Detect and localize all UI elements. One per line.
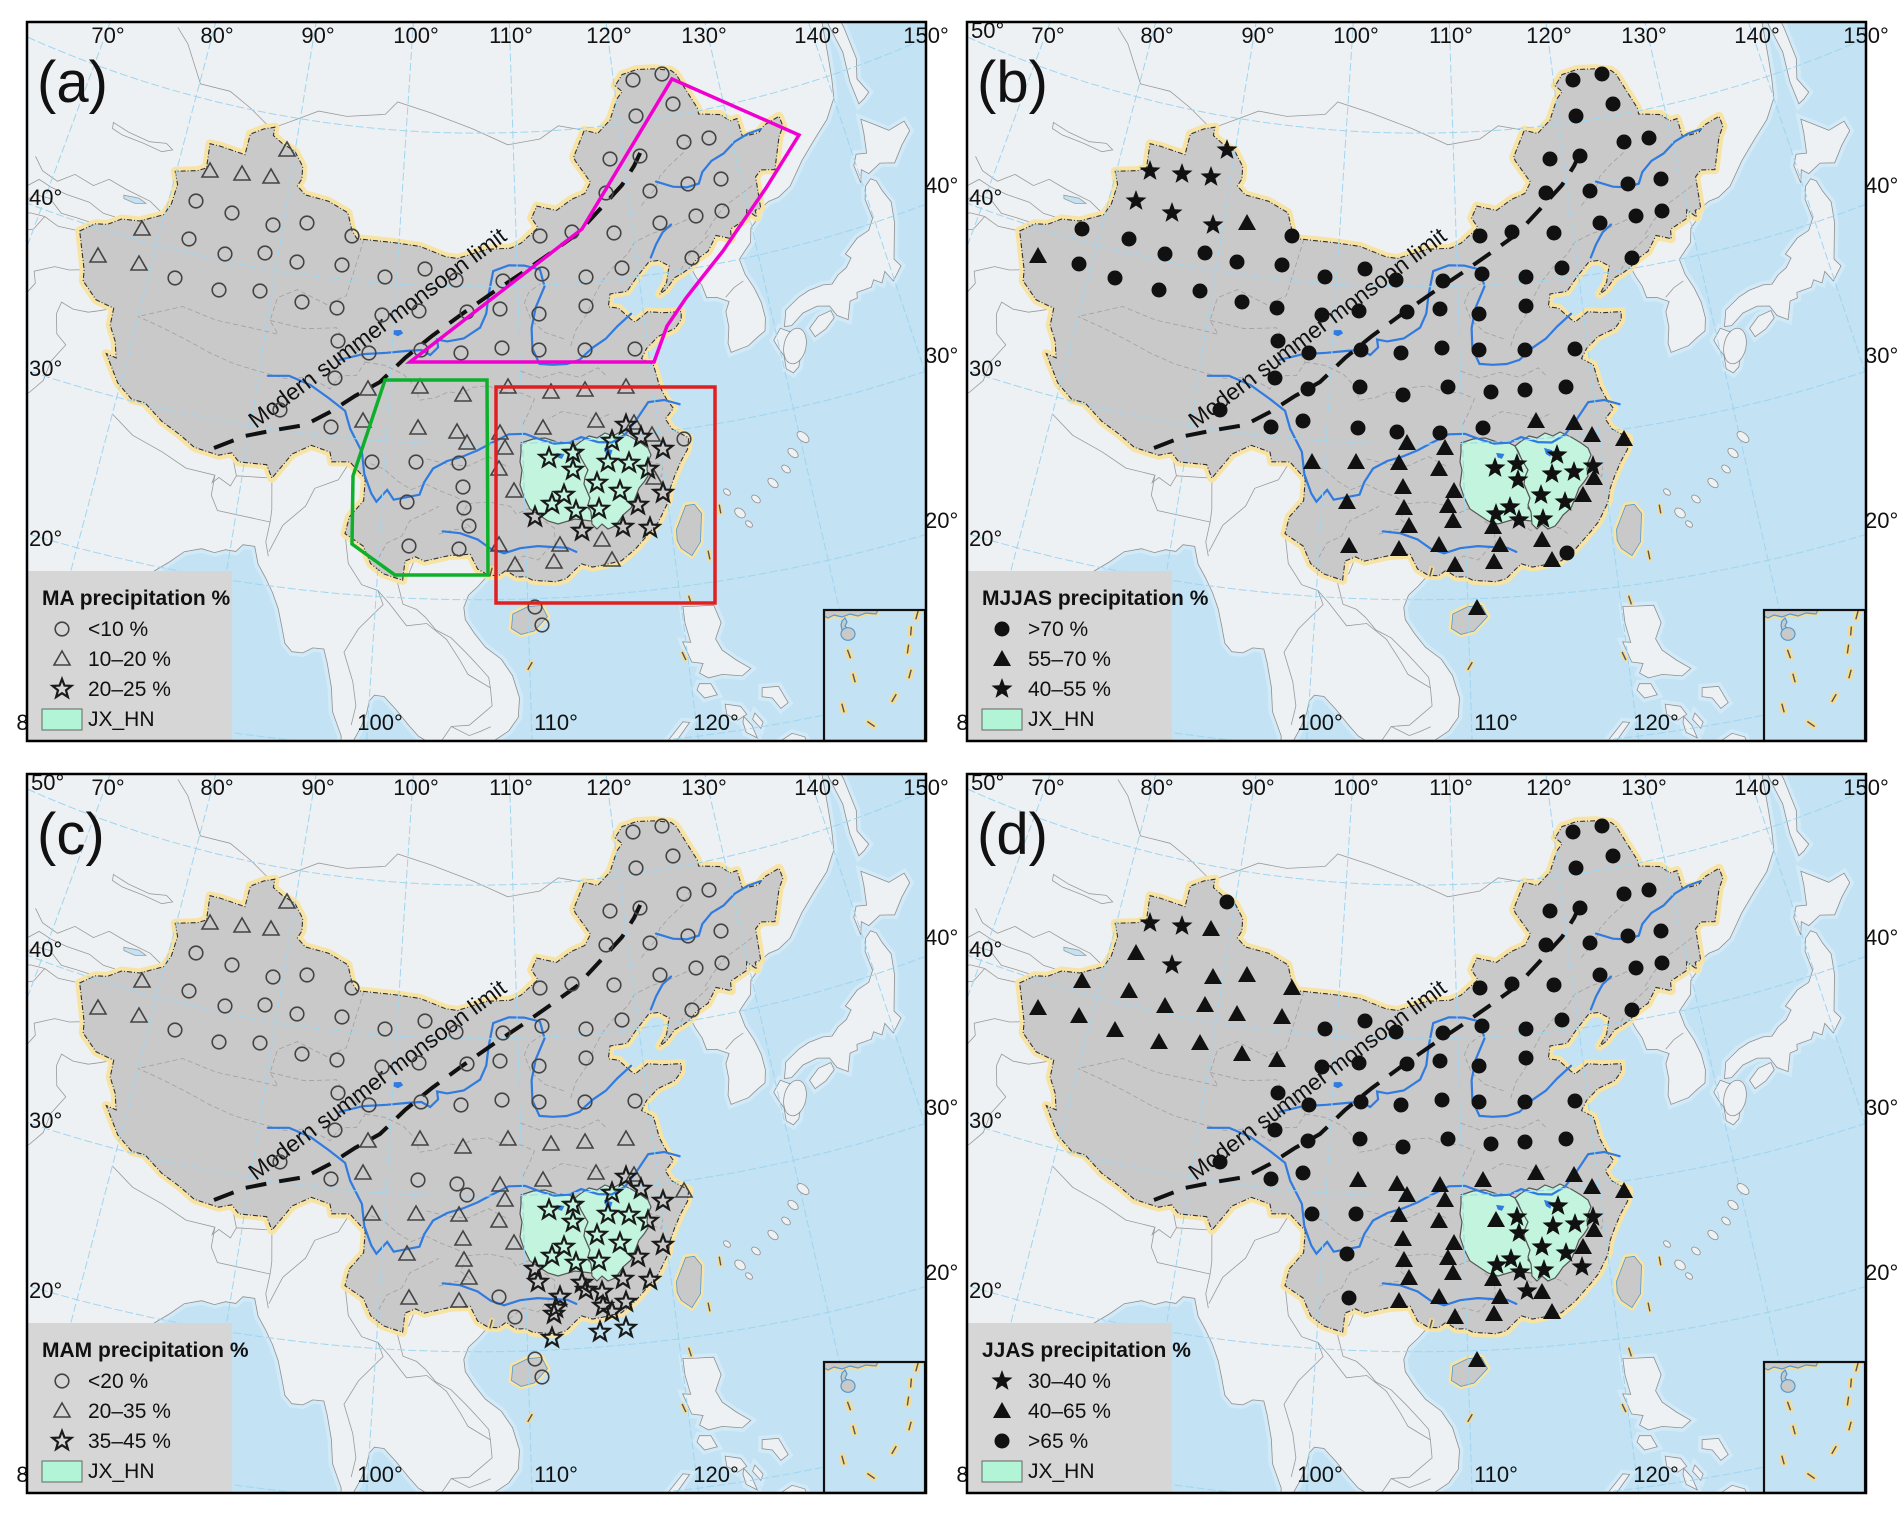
- svg-text:20°: 20°: [1865, 1260, 1898, 1285]
- svg-text:20°: 20°: [925, 508, 958, 533]
- svg-text:40°: 40°: [925, 173, 958, 198]
- svg-text:20°: 20°: [925, 1260, 958, 1285]
- svg-text:30°: 30°: [1865, 343, 1898, 368]
- svg-text:(c): (c): [37, 802, 105, 867]
- svg-text:30°: 30°: [1865, 1095, 1898, 1120]
- svg-text:40°: 40°: [1865, 925, 1898, 950]
- svg-text:JX_HN: JX_HN: [1028, 708, 1095, 731]
- svg-text:MJJAS precipitation %: MJJAS precipitation %: [982, 587, 1209, 610]
- svg-text:<20 %: <20 %: [88, 1370, 148, 1393]
- svg-text:(b): (b): [977, 50, 1048, 115]
- svg-text:>65 %: >65 %: [1028, 1430, 1088, 1453]
- svg-text:(a): (a): [37, 50, 108, 115]
- svg-text:30°: 30°: [925, 343, 958, 368]
- svg-text:JX_HN: JX_HN: [1028, 1460, 1095, 1483]
- svg-text:20–35 %: 20–35 %: [88, 1400, 171, 1423]
- svg-text:JX_HN: JX_HN: [88, 1460, 155, 1483]
- svg-text:35–45 %: 35–45 %: [88, 1430, 171, 1453]
- svg-text:40–55 %: 40–55 %: [1028, 678, 1111, 701]
- svg-text:20°: 20°: [1865, 508, 1898, 533]
- svg-text:30–40 %: 30–40 %: [1028, 1370, 1111, 1393]
- svg-text:JJAS precipitation %: JJAS precipitation %: [982, 1339, 1191, 1362]
- svg-text:40°: 40°: [925, 925, 958, 950]
- svg-text:(d): (d): [977, 802, 1048, 867]
- svg-text:55–70 %: 55–70 %: [1028, 648, 1111, 671]
- svg-text:40°: 40°: [1865, 173, 1898, 198]
- svg-text:MAM precipitation %: MAM precipitation %: [42, 1339, 249, 1362]
- svg-text:JX_HN: JX_HN: [88, 708, 155, 731]
- svg-text:20–25 %: 20–25 %: [88, 678, 171, 701]
- svg-text:30°: 30°: [925, 1095, 958, 1120]
- svg-text:<10 %: <10 %: [88, 618, 148, 641]
- svg-text:40–65 %: 40–65 %: [1028, 1400, 1111, 1423]
- svg-text:>70 %: >70 %: [1028, 618, 1088, 641]
- svg-text:MA precipitation %: MA precipitation %: [42, 587, 231, 610]
- svg-text:10–20 %: 10–20 %: [88, 648, 171, 671]
